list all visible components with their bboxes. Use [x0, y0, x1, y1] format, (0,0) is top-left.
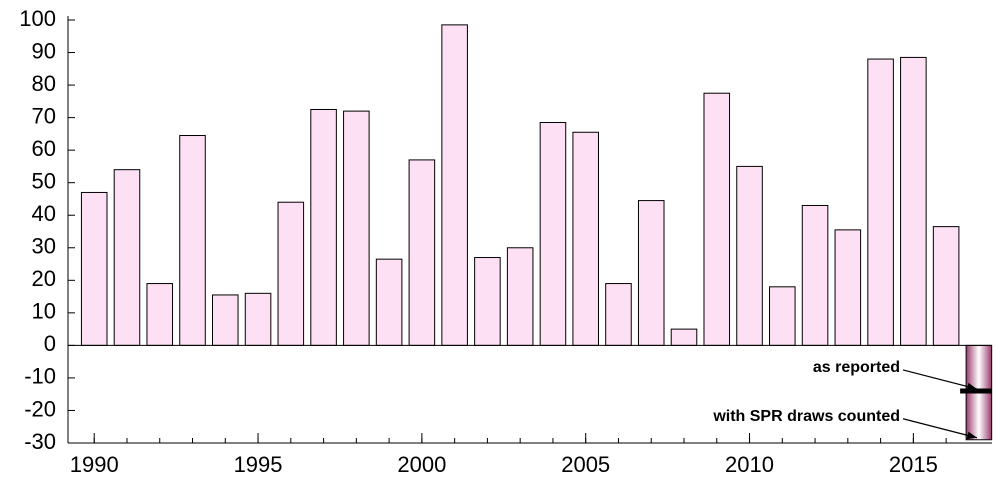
bar [113, 169, 141, 346]
bar [703, 92, 731, 346]
y-tick-label: 0 [44, 331, 56, 356]
x-tick-label: 2005 [561, 452, 610, 477]
x-tick-label: 1995 [234, 452, 283, 477]
bar [146, 283, 174, 346]
bar [408, 159, 436, 346]
y-tick-label: -30 [24, 429, 56, 454]
y-tick-label: 20 [32, 266, 56, 291]
bar [736, 165, 763, 346]
y-tick-label: 80 [32, 71, 56, 96]
bar [801, 204, 829, 346]
bar [211, 294, 239, 346]
annotation-arrow [902, 369, 978, 391]
bar [474, 257, 501, 346]
bar [343, 110, 370, 346]
bar [244, 292, 272, 346]
bar [277, 201, 305, 346]
bar [834, 229, 862, 346]
bar [310, 108, 337, 346]
y-tick-label: 70 [32, 103, 56, 128]
bar [179, 135, 206, 346]
bar [769, 286, 796, 346]
x-tick-label: 2000 [397, 452, 446, 477]
bar [80, 191, 108, 346]
bar [506, 247, 534, 346]
y-tick-label: 40 [32, 201, 56, 226]
y-tick-label: -20 [24, 396, 56, 421]
annotation-arrow [902, 418, 978, 440]
y-tick-label: 90 [32, 38, 56, 63]
bar [605, 283, 632, 346]
y-tick-label: -10 [24, 364, 56, 389]
bar [670, 328, 698, 346]
x-tick-label: 1990 [70, 452, 119, 477]
annotation: as reported [813, 359, 900, 376]
bar [637, 200, 665, 346]
y-tick-label: 60 [32, 136, 56, 161]
bar [932, 226, 960, 346]
y-tick-label: 10 [32, 299, 56, 324]
bar [375, 258, 403, 346]
bar [441, 24, 468, 346]
y-tick-label: 30 [32, 234, 56, 259]
bar [900, 56, 927, 346]
y-tick-label: 100 [19, 6, 56, 31]
y-tick-label: 50 [32, 169, 56, 194]
annotation: with SPR draws counted [712, 408, 900, 425]
bar [572, 131, 599, 346]
x-tick-label: 2015 [889, 452, 938, 477]
x-tick-label: 2010 [725, 452, 774, 477]
bar [539, 121, 567, 346]
bar [867, 58, 894, 346]
